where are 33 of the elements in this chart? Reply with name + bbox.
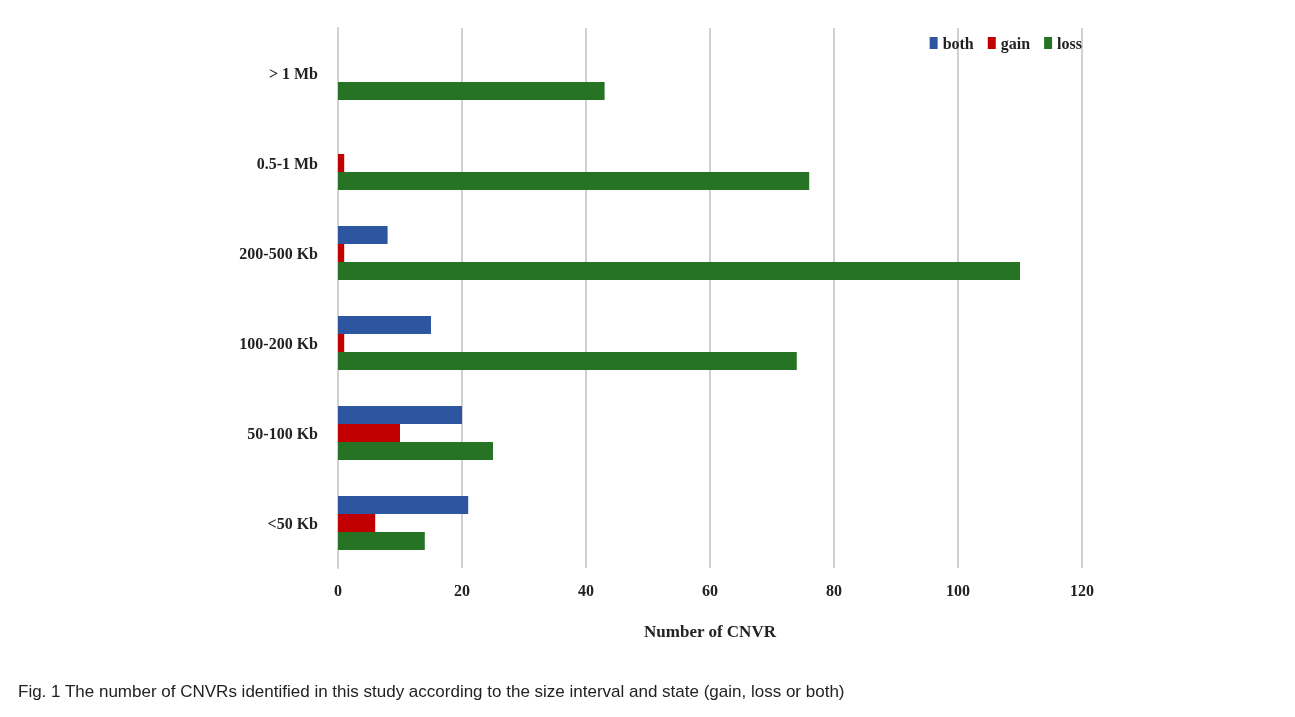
y-tick-label: > 1 Mb (268, 64, 319, 82)
x-axis-title: Number of CNVR (644, 622, 777, 641)
bar (338, 154, 345, 172)
x-tick-label: 60 (702, 581, 718, 599)
legend-label: loss (1057, 34, 1083, 52)
y-tick-label: 0.5-1 Mb (256, 154, 319, 172)
bar (338, 334, 345, 352)
bar (338, 244, 345, 262)
x-tick-label: 40 (578, 581, 594, 599)
x-tick-label: 120 (1070, 581, 1094, 599)
legend-label: both (942, 34, 974, 52)
bar (338, 316, 431, 334)
y-tick-label: 200-500 Kb (239, 244, 319, 262)
caption: Fig. 1 The number of CNVRs identified in this study according to the size interval and state (gain, loss or both) (18, 682, 845, 701)
bar (338, 496, 469, 514)
x-tick-label: 80 (826, 581, 842, 599)
bar (338, 514, 376, 532)
y-tick-label: <50 Kb (267, 514, 319, 532)
bar (338, 226, 388, 244)
x-tick-label: 0 (334, 581, 342, 599)
y-tick-label: 100-200 Kb (239, 334, 319, 352)
x-tick-label: 100 (946, 581, 970, 599)
bar (338, 424, 400, 442)
bar (338, 262, 1020, 280)
bar (338, 442, 493, 460)
bar (338, 82, 605, 100)
bar (338, 352, 797, 370)
bar (338, 172, 810, 190)
y-tick-label: 50-100 Kb (247, 424, 319, 442)
x-tick-label: 20 (454, 581, 470, 599)
bar (338, 406, 462, 424)
bar (338, 532, 425, 550)
legend-label: gain (1000, 34, 1031, 53)
